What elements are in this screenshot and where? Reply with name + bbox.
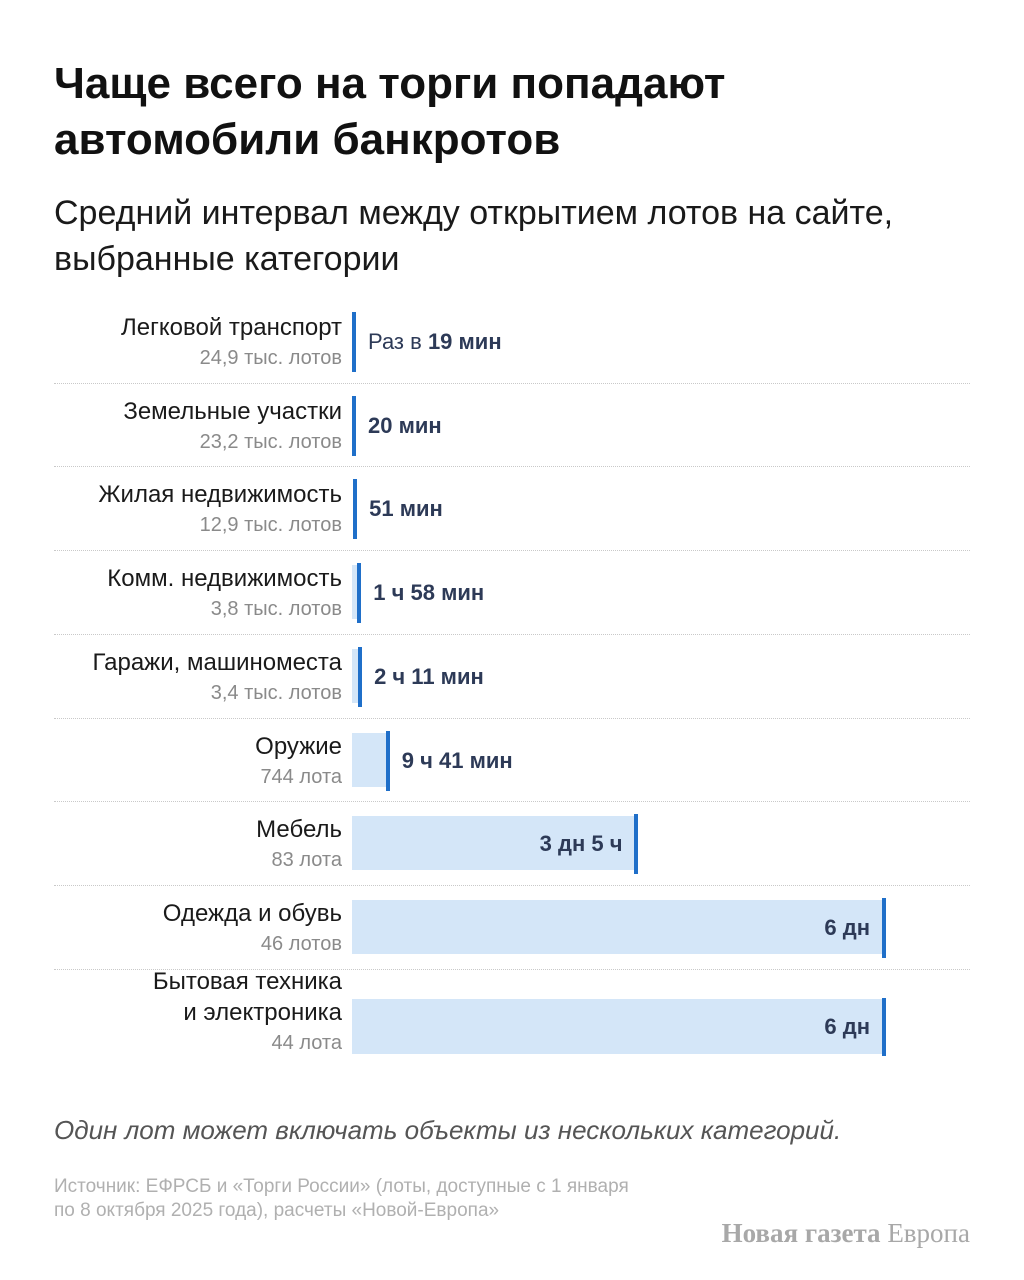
row-divider: [54, 717, 970, 719]
bar-end-marker: [357, 563, 362, 624]
value-text: 20 мин: [368, 412, 442, 438]
bar: [352, 998, 884, 1054]
row-divider: [54, 382, 970, 384]
bar-end-marker: [353, 479, 358, 540]
lot-count-label: 46 лотов: [260, 932, 342, 955]
lot-count-label: 744 лота: [260, 765, 342, 788]
value-label: 6 дн: [824, 1012, 870, 1042]
category-label-block: Мебель 83 лота: [22, 814, 342, 875]
value-label: 1 ч 58 мин: [373, 578, 484, 608]
chart-subtitle: Средний интервал между открытием лотов н…: [54, 194, 894, 278]
value-text: 51 мин: [369, 496, 443, 522]
category-label: Легковой транспорт: [121, 314, 342, 341]
value-label: 20 мин: [368, 411, 442, 441]
category-label-block: Жилая недвижимость 12,9 тыс. лотов: [22, 479, 342, 540]
bar-end-marker: [882, 897, 886, 958]
category-label-block: Бытовая техника и электроника 44 лота: [22, 966, 342, 1058]
value-label: 6 дн: [824, 913, 870, 943]
value-text: 6 дн: [824, 914, 870, 940]
lot-count-label: 44 лота: [271, 1031, 342, 1054]
bar: [352, 816, 637, 871]
value-label: 3 дн 5 ч: [540, 829, 623, 859]
row-divider: [54, 968, 970, 970]
row-divider: [54, 801, 970, 803]
lot-count-label: 23,2 тыс. лотов: [199, 430, 342, 453]
bar-end-marker: [352, 312, 356, 372]
category-label: Бытовая техника: [152, 967, 342, 995]
value-text: 19 мин: [427, 329, 502, 354]
bar: [352, 732, 388, 787]
category-label: Гаражи, машиноместа: [92, 648, 342, 676]
footnote: Один лот может включать объекты из неско…: [54, 1115, 842, 1145]
lot-count-label: 24,9 тыс. лотов: [199, 347, 342, 369]
lot-count-label: 12,9 тыс. лотов: [199, 514, 342, 537]
bar-end-marker: [358, 646, 363, 707]
brand-part-2: Европа: [887, 1218, 970, 1248]
category-label: Земельные участки: [123, 397, 342, 425]
category-label-block: Одежда и обувь 46 лотов: [22, 898, 342, 959]
lot-count-label: 3,4 тыс. лотов: [210, 681, 342, 704]
value-text: 3 дн 5 ч: [539, 831, 623, 857]
value-label: 9 ч 41 мин: [402, 746, 513, 776]
row-divider: [54, 550, 970, 552]
category-label: Одежда и обувь: [162, 899, 342, 927]
bar: [352, 648, 361, 703]
category-label: и электроника: [183, 998, 342, 1026]
category-label-block: Оружие 744 лота: [22, 731, 342, 792]
value-text: 9 ч 41 мин: [401, 747, 513, 773]
category-label-block: Гаражи, машиноместа 3,4 тыс. лотов: [22, 647, 342, 708]
value-prefix: Раз в: [368, 329, 428, 354]
lot-count-label: 83 лота: [271, 849, 342, 872]
row-divider: [54, 466, 970, 468]
category-label-block: Легковой транспорт 24,9 тыс. лотов: [22, 312, 342, 373]
value-text: 1 ч 58 мин: [373, 580, 485, 606]
value-label: 2 ч 11 мин: [374, 662, 484, 692]
category-label: Мебель: [256, 816, 342, 844]
brand-part-1: Новая газета: [721, 1218, 881, 1248]
bar-end-marker: [634, 814, 639, 875]
value-label: 51 мин: [369, 494, 443, 524]
bar-end-marker: [882, 997, 886, 1056]
category-label-block: Земельные участки 23,2 тыс. лотов: [22, 396, 342, 457]
bar: [352, 899, 884, 954]
row-divider: [54, 884, 970, 886]
source-note: Источник: ЕФРСБ и «Торги России» (лоты, …: [54, 1176, 629, 1221]
lot-count-label: 3,8 тыс. лотов: [210, 598, 342, 621]
bar-end-marker: [352, 395, 356, 456]
chart-title: Чаще всего на торги попадают автомобили …: [54, 59, 726, 164]
value-text: 2 ч 11 мин: [374, 663, 484, 689]
row-divider: [54, 633, 970, 635]
brand-logo: Новая газета Европа: [722, 1218, 970, 1249]
bar: [352, 565, 360, 620]
bar-end-marker: [385, 730, 390, 791]
category-label: Оружие: [255, 732, 342, 760]
category-label: Жилая недвижимость: [98, 481, 342, 509]
value-label: Раз в 19 мин: [368, 327, 502, 357]
category-label-block: Комм. недвижимость 3,8 тыс. лотов: [22, 563, 342, 624]
value-text: 6 дн: [824, 1013, 870, 1039]
category-label: Комм. недвижимость: [107, 565, 342, 593]
